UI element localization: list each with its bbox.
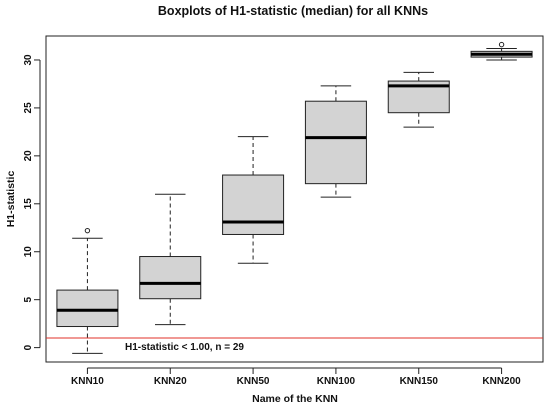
y-tick-label: 0 [23,344,34,350]
box-knn10 [56,227,119,354]
y-tick-label: 10 [23,246,34,258]
iqr-box [304,100,367,185]
y-tick-label: 15 [23,198,34,210]
chart-title: Boxplots of H1-statistic (median) for al… [158,4,428,18]
x-tick-label: KNN150 [400,376,439,387]
y-tick-label: 25 [23,102,34,114]
x-tick-label: KNN20 [154,376,187,387]
box-knn20 [139,193,202,326]
x-tick-label: KNN10 [71,376,104,387]
reference-line-group: H1-statistic < 1.00, n = 29 [46,337,543,353]
iqr-box [139,256,202,300]
x-axis-title: Name of the KNN [252,393,338,405]
y-tick-label: 20 [23,150,34,162]
outlier-point [498,41,505,48]
iqr-box [222,174,285,235]
box-knn150 [387,71,450,128]
box-knn50 [222,136,285,264]
outlier-point [84,227,91,234]
x-tick-label: KNN50 [237,376,270,387]
boxes-group [56,41,533,354]
y-tick-label: 5 [23,296,34,302]
x-axis: KNN10 KNN20 KNN50 KNN100 KNN150 KNN200 [71,367,521,387]
y-axis: 0 5 10 15 20 25 30 [23,54,41,350]
box-knn200 [470,41,533,61]
y-tick-label: 30 [23,54,34,66]
y-axis-title: H1-statistic [5,171,17,228]
reference-line-label: H1-statistic < 1.00, n = 29 [125,342,244,353]
x-tick-label: KNN100 [317,376,356,387]
x-tick-label: KNN200 [482,376,521,387]
plot-frame [45,35,544,363]
box-knn100 [304,85,367,198]
iqr-box [56,289,119,328]
